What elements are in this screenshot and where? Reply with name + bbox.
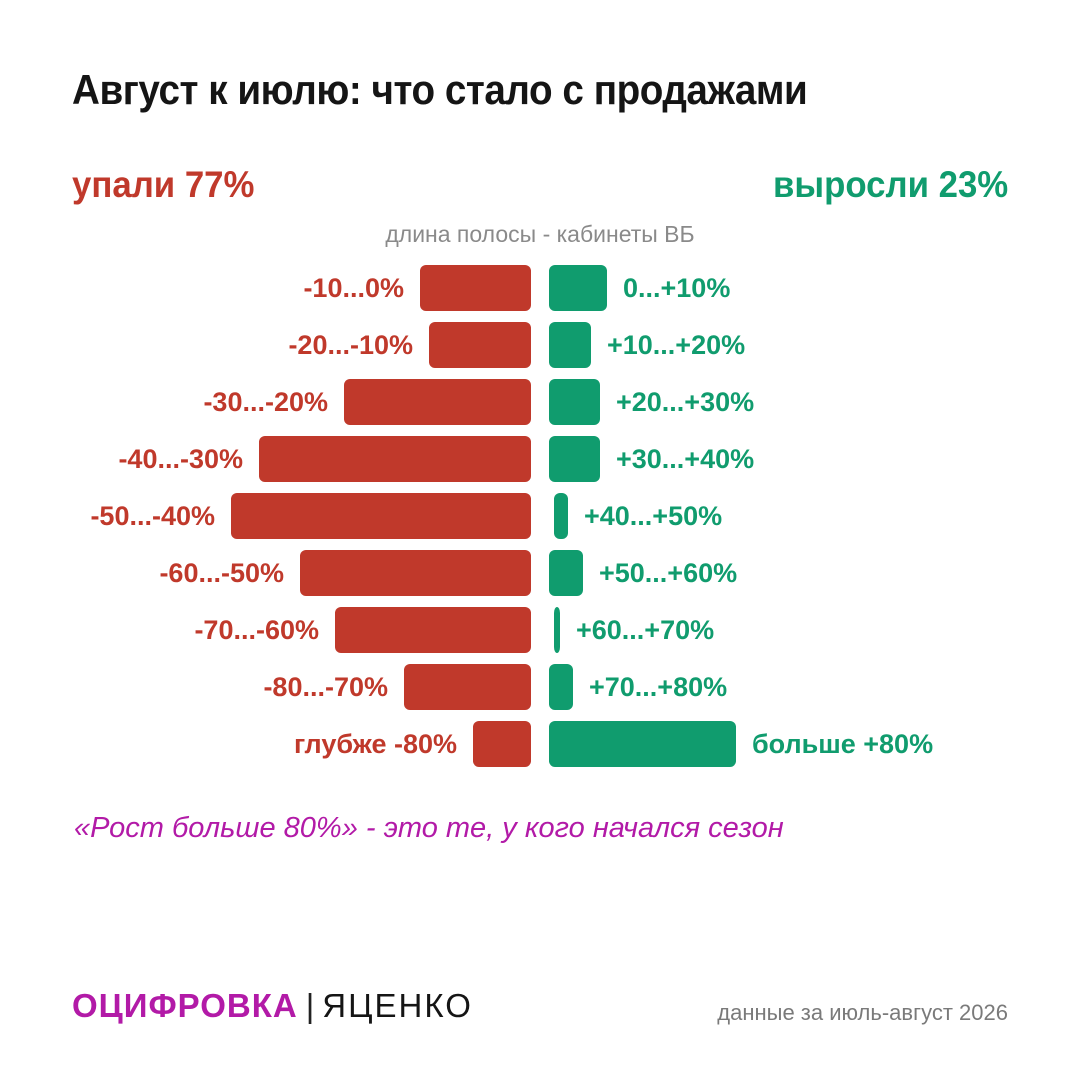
- bar-label-growth-7: +60...+70%: [576, 615, 714, 645]
- bar-decline-6: [300, 550, 531, 596]
- bar-label-decline-9: глубже -80%: [294, 729, 457, 759]
- bar-label-growth-5: +40...+50%: [584, 501, 722, 531]
- bar-label-decline-8: -80...-70%: [263, 672, 388, 702]
- bar-label-decline-6: -60...-50%: [159, 558, 284, 588]
- brand-main: ОЦИФРОВКА: [72, 987, 298, 1024]
- brand-logo: ОЦИФРОВКА | ЯЦЕНКО: [72, 987, 473, 1025]
- brand-name: ЯЦЕНКО: [322, 987, 473, 1024]
- bar-label-decline-5: -50...-40%: [90, 501, 215, 531]
- bar-label-decline-1: -10...0%: [303, 273, 404, 303]
- bar-decline-1: [420, 265, 531, 311]
- bar-decline-5: [231, 493, 531, 539]
- bar-decline-9: [473, 721, 531, 767]
- bar-decline-4: [259, 436, 531, 482]
- page-title: Август к июлю: что стало с продажами: [72, 66, 808, 113]
- brand-separator: |: [305, 987, 315, 1024]
- bar-label-decline-7: -70...-60%: [194, 615, 319, 645]
- bar-growth-4: [549, 436, 600, 482]
- bar-decline-8: [404, 664, 531, 710]
- bar-decline-7: [335, 607, 531, 653]
- bar-growth-6: [549, 550, 583, 596]
- legend-decline: упали 77%: [72, 164, 255, 205]
- bar-label-decline-4: -40...-30%: [118, 444, 243, 474]
- bar-growth-7: [554, 607, 560, 653]
- bar-decline-2: [429, 322, 531, 368]
- bar-growth-2: [549, 322, 591, 368]
- bar-label-growth-6: +50...+60%: [599, 558, 737, 588]
- bar-growth-5: [554, 493, 568, 539]
- bar-label-decline-2: -20...-10%: [288, 330, 413, 360]
- bar-label-growth-4: +30...+40%: [616, 444, 754, 474]
- bar-label-growth-8: +70...+80%: [589, 672, 727, 702]
- bar-decline-3: [344, 379, 531, 425]
- bar-label-growth-1: 0...+10%: [623, 273, 730, 303]
- bar-label-growth-9: больше +80%: [752, 729, 933, 759]
- bar-growth-8: [549, 664, 573, 710]
- legend-growth: выросли 23%: [772, 164, 1008, 205]
- data-period-note: данные за июль-август 2026: [717, 1000, 1008, 1025]
- bar-label-decline-3: -30...-20%: [203, 387, 328, 417]
- footnote: «Рост больше 80%» - это те, у кого начал…: [74, 812, 784, 844]
- bar-growth-3: [549, 379, 600, 425]
- bar-label-growth-3: +20...+30%: [616, 387, 754, 417]
- bar-growth-9: [549, 721, 736, 767]
- chart-subtitle: длина полосы - кабинеты ВБ: [385, 221, 695, 247]
- bar-growth-1: [549, 265, 607, 311]
- bar-label-growth-2: +10...+20%: [607, 330, 745, 360]
